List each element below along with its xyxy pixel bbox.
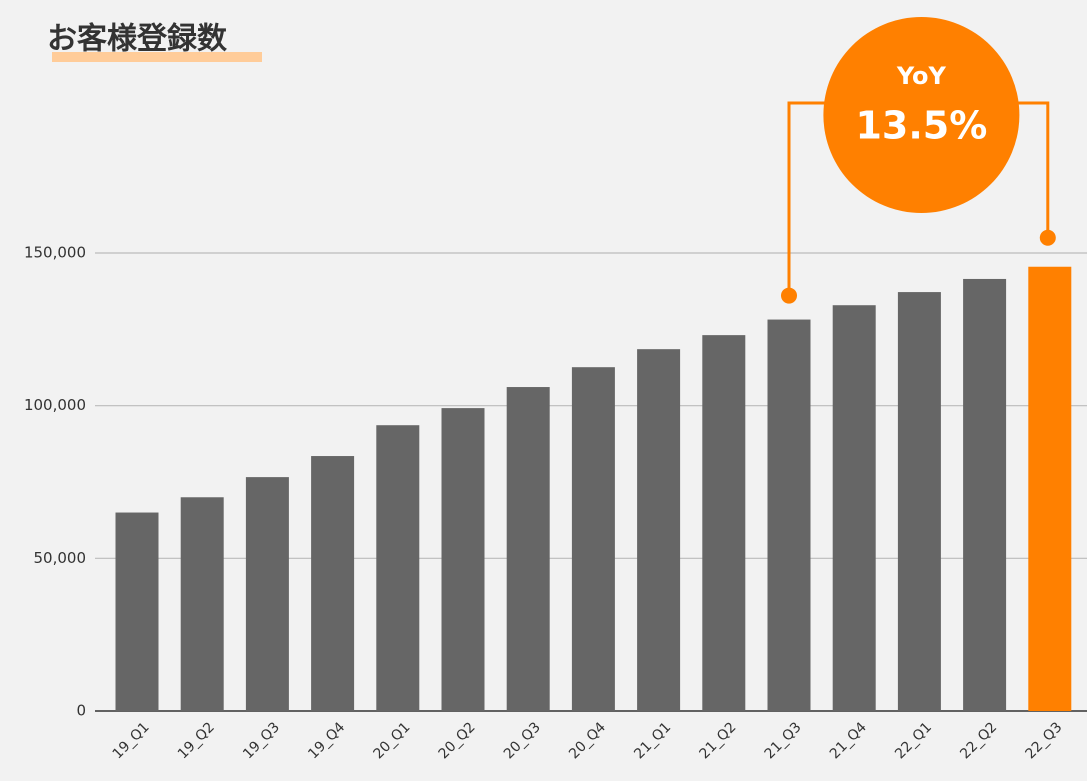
x-tick-label: 20_Q4	[566, 719, 609, 762]
annotation-value: 13.5%	[855, 104, 987, 148]
bar	[637, 349, 681, 711]
x-tick-label: 19_Q2	[175, 719, 218, 762]
bar	[767, 319, 811, 711]
bar	[571, 367, 615, 711]
x-tick-label: 21_Q2	[697, 719, 740, 762]
bar	[506, 387, 550, 711]
chart-title: お客様登録数	[47, 22, 228, 57]
bar	[115, 512, 159, 711]
bar	[963, 278, 1007, 711]
x-tick-label: 21_Q1	[631, 719, 674, 762]
bar	[702, 335, 746, 711]
bar	[897, 292, 941, 711]
y-tick-label: 50,000	[34, 549, 87, 567]
bar	[245, 477, 289, 711]
x-tick-label: 19_Q4	[305, 719, 348, 762]
bar	[180, 497, 224, 711]
bar	[1028, 266, 1072, 711]
x-tick-label: 20_Q1	[371, 719, 414, 762]
bar	[832, 305, 876, 711]
annotation-label: YoY	[896, 62, 947, 90]
x-tick-label: 20_Q3	[501, 719, 544, 762]
x-tick-label: 21_Q3	[762, 719, 805, 762]
x-tick-label: 22_Q3	[1023, 719, 1066, 762]
y-tick-label: 0	[76, 702, 86, 720]
annotation-badge	[823, 17, 1020, 213]
x-tick-label: 19_Q3	[240, 719, 283, 762]
x-tick-label: 21_Q4	[827, 719, 870, 762]
y-tick-label: 150,000	[24, 244, 86, 262]
x-tick-label: 20_Q2	[436, 719, 479, 762]
annotation-dot	[781, 287, 797, 304]
title-underline	[52, 52, 262, 62]
bar	[376, 425, 420, 711]
x-tick-label: 22_Q2	[957, 719, 1000, 762]
bar	[441, 408, 485, 711]
y-tick-label: 100,000	[24, 396, 86, 414]
x-tick-label: 22_Q1	[892, 719, 935, 762]
x-tick-label: 19_Q1	[110, 719, 153, 762]
bar	[311, 456, 355, 711]
annotation-dot	[1039, 229, 1056, 246]
